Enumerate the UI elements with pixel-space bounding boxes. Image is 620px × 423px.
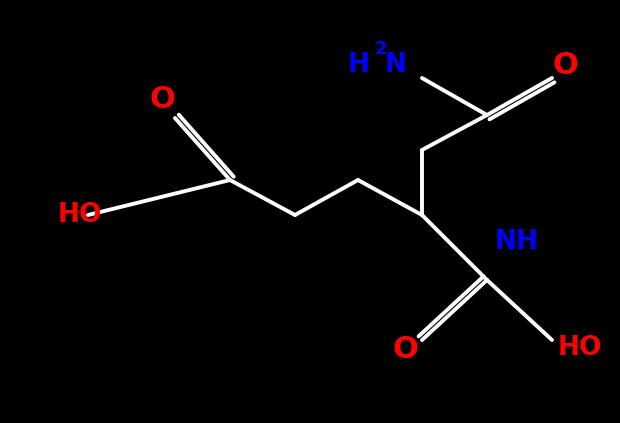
Text: HO: HO [58, 202, 102, 228]
Text: NH: NH [495, 229, 539, 255]
Text: O: O [149, 85, 175, 115]
Text: O: O [552, 50, 578, 80]
Text: N: N [385, 52, 407, 78]
Text: H: H [348, 52, 370, 78]
Text: 2: 2 [375, 40, 388, 58]
Text: O: O [392, 335, 418, 365]
Text: HO: HO [558, 335, 603, 361]
